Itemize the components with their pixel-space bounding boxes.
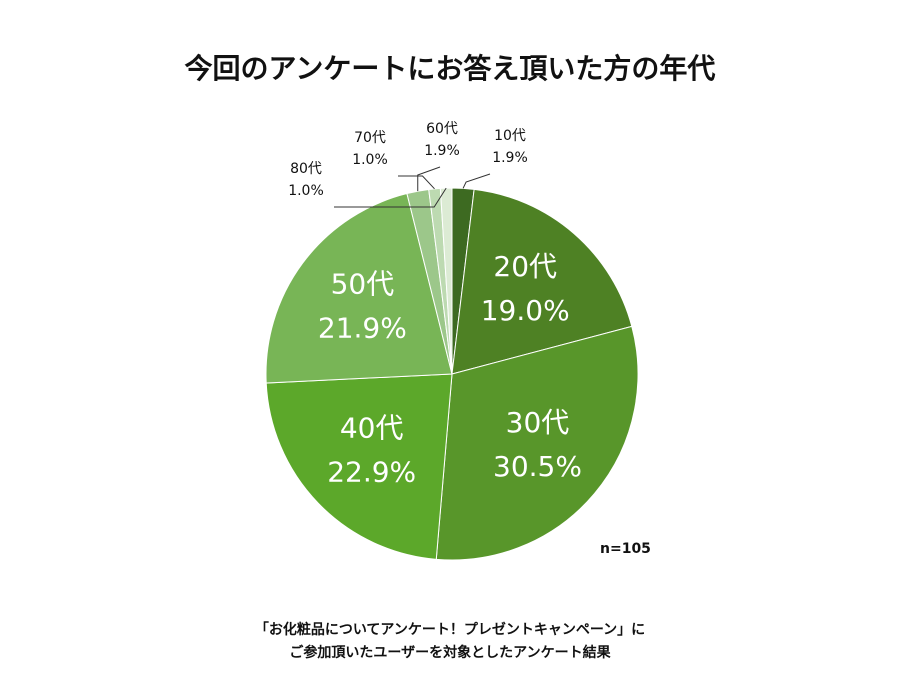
leader-line (334, 187, 447, 208)
sample-size: n=105 (600, 541, 651, 557)
slice-value-label: 22.9% (327, 455, 416, 488)
pie-slice (435, 325, 639, 561)
slice-value-label: 1.0% (288, 183, 324, 199)
footnote: ご参加頂いたユーザーを対象としたアンケート結果 (289, 644, 611, 661)
pie-slice (451, 188, 633, 375)
slice-value-label: 19.0% (481, 294, 570, 327)
pie-slice (265, 373, 453, 560)
slice-category-label: 10代 (494, 128, 526, 144)
footnote: 「お化粧品についてアンケート！プレゼントキャンペーン」に (255, 621, 645, 638)
slice-value-label: 30.5% (493, 450, 582, 483)
leader-line (417, 166, 441, 192)
slice-category-label: 60代 (426, 121, 458, 137)
slice-category-label: 50代 (331, 267, 395, 300)
slice-value-label: 1.0% (352, 152, 388, 168)
leader-line (462, 173, 491, 189)
leader-line (398, 175, 435, 190)
chart-title: 今回のアンケートにお答え頂いた方の年代 (185, 52, 716, 85)
slice-category-label: 40代 (340, 411, 404, 444)
slice-category-label: 80代 (290, 161, 322, 177)
slice-value-label: 1.9% (492, 150, 528, 166)
slice-category-label: 70代 (354, 130, 386, 146)
slice-value-label: 1.9% (424, 143, 460, 159)
slice-category-label: 20代 (493, 250, 557, 283)
pie-slice (439, 187, 453, 375)
pie-slice (265, 192, 453, 384)
slice-value-label: 21.9% (318, 311, 407, 344)
slice-category-label: 30代 (506, 406, 570, 439)
